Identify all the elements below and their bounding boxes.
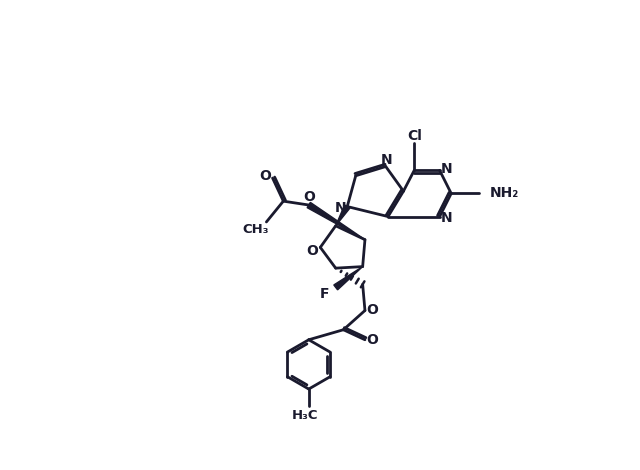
Text: N: N bbox=[335, 201, 346, 215]
Text: H₃C: H₃C bbox=[292, 409, 318, 422]
Text: O: O bbox=[303, 190, 316, 204]
Text: N: N bbox=[381, 153, 392, 166]
Polygon shape bbox=[334, 266, 363, 290]
Text: N: N bbox=[441, 211, 452, 225]
Text: O: O bbox=[366, 304, 378, 318]
Text: F: F bbox=[320, 287, 330, 300]
Polygon shape bbox=[336, 205, 350, 226]
Text: Cl: Cl bbox=[407, 129, 422, 143]
Polygon shape bbox=[307, 203, 365, 240]
Text: N: N bbox=[441, 162, 452, 176]
Text: O: O bbox=[367, 333, 379, 347]
Text: O: O bbox=[306, 244, 318, 258]
Text: NH₂: NH₂ bbox=[490, 187, 519, 201]
Text: CH₃: CH₃ bbox=[243, 223, 269, 236]
Text: O: O bbox=[259, 169, 271, 183]
